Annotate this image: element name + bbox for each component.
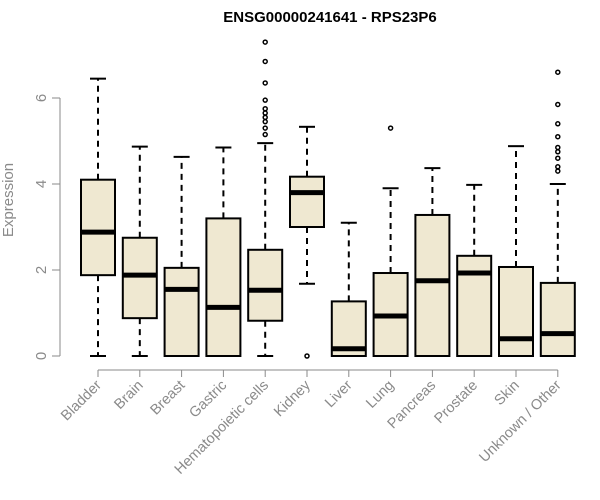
x-tick-label: Kidney — [271, 377, 314, 420]
box-brain — [121, 145, 158, 357]
outlier-point — [555, 149, 561, 155]
x-tick-label: Skin — [492, 378, 523, 409]
outlier-point — [262, 80, 268, 86]
outlier-point — [555, 121, 561, 127]
box-lung — [372, 125, 409, 358]
box-iqr — [539, 281, 576, 357]
boxes-group — [80, 39, 576, 359]
box-prostate — [456, 183, 493, 357]
box-iqr — [163, 266, 200, 358]
outlier-point — [262, 131, 268, 138]
x-tick-label: Lung — [363, 378, 397, 412]
y-axis-label: Expression — [0, 163, 17, 237]
outlier-point — [555, 164, 561, 170]
box-iqr — [205, 217, 242, 357]
x-tick-label: Bladder — [58, 377, 105, 424]
y-tick-label: 4 — [33, 180, 50, 188]
outlier-point — [262, 39, 268, 45]
y-tick-label: 2 — [33, 266, 50, 274]
box-bladder — [80, 77, 116, 357]
chart-title: ENSG00000241641 - RPS23P6 — [223, 9, 436, 26]
y-axis: 0 2 4 6 — [33, 94, 61, 360]
outlier-point — [262, 58, 268, 65]
box-liver — [330, 221, 367, 358]
outlier-point — [262, 106, 268, 112]
x-tick-label: Breast — [147, 378, 188, 419]
outlier-point — [555, 69, 561, 75]
outlier-point — [555, 101, 561, 108]
outlier-point — [262, 118, 268, 125]
outlier-point — [262, 125, 268, 131]
box-hematopoietic-cells — [247, 39, 284, 357]
box-pancreas — [414, 167, 451, 357]
y-tick-label: 6 — [33, 94, 50, 102]
x-tick-label: Liver — [322, 377, 356, 411]
box-iqr — [414, 213, 451, 357]
y-tick-label: 0 — [33, 352, 50, 360]
outlier-point — [555, 155, 561, 161]
box-breast — [163, 155, 200, 358]
outlier-point — [555, 168, 561, 174]
x-tick-label: Brain — [111, 378, 146, 413]
box-gastric — [205, 146, 242, 357]
box-kidney — [289, 125, 325, 359]
box-iqr — [121, 236, 158, 320]
box-iqr — [80, 178, 116, 277]
box-iqr — [498, 265, 534, 357]
box-iqr — [247, 248, 284, 322]
outlier-point — [304, 353, 310, 359]
outlier-point — [262, 114, 268, 121]
outlier-point — [262, 97, 268, 103]
outlier-point — [555, 144, 561, 151]
box-iqr — [289, 175, 325, 229]
box-skin — [498, 145, 534, 357]
box-unknown-other — [539, 69, 576, 357]
outlier-point — [262, 110, 268, 116]
outlier-point — [387, 125, 394, 131]
outlier-point — [555, 133, 561, 140]
x-tick-label: Prostate — [432, 378, 481, 427]
